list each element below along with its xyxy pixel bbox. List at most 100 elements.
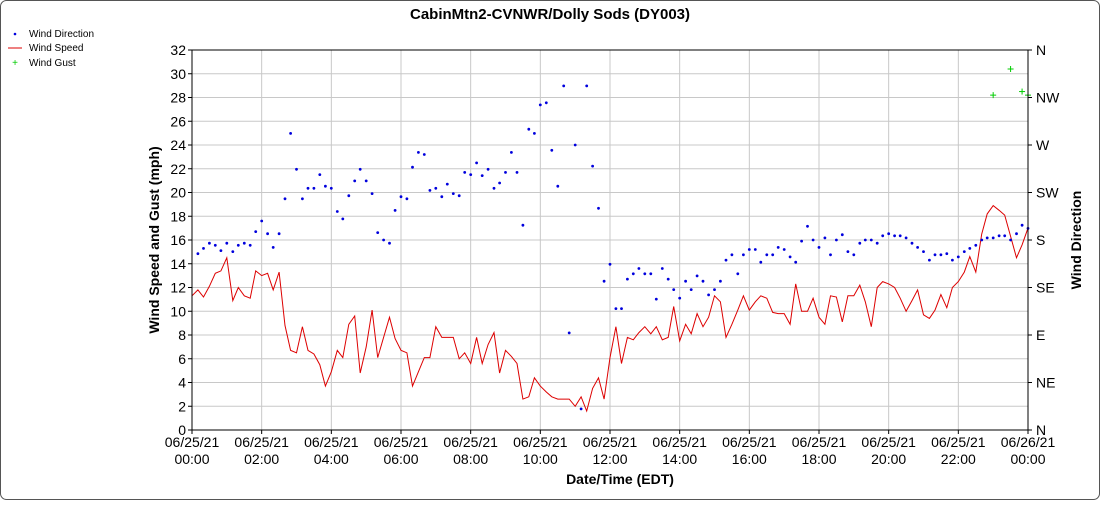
- wind-direction-point: [887, 232, 891, 236]
- wind-direction-point: [939, 253, 943, 257]
- y2-tick-label: E: [1036, 327, 1045, 343]
- wind-direction-point: [428, 189, 432, 192]
- wind-direction-point: [852, 253, 856, 257]
- y2-tick-label: SW: [1036, 185, 1059, 201]
- x-tick-time: 14:00: [662, 451, 697, 467]
- wind-direction-point: [219, 249, 223, 253]
- wind-direction-point: [585, 84, 589, 88]
- wind-direction-point: [556, 184, 560, 188]
- wind-direction-point: [695, 274, 699, 278]
- wind-direction-point: [457, 194, 461, 198]
- y-tick-label: 2: [178, 398, 186, 414]
- wind-direction-point: [544, 101, 548, 105]
- wind-direction-point: [1020, 223, 1024, 227]
- wind-direction-point: [968, 247, 972, 250]
- wind-direction-point: [800, 239, 803, 243]
- wind-direction-point: [730, 253, 734, 257]
- y-tick-label: 32: [170, 42, 186, 58]
- wind-direction-point: [916, 246, 919, 249]
- wind-gust-point: [990, 92, 997, 99]
- wind-direction-point: [997, 234, 1001, 238]
- wind-direction-point: [480, 174, 484, 178]
- legend-gust-label: Wind Gust: [29, 58, 76, 69]
- y2-tick-label: NE: [1036, 375, 1055, 391]
- wind-direction-point: [875, 241, 879, 245]
- y-tick-label: 6: [178, 351, 186, 367]
- wind-direction-point: [329, 186, 333, 190]
- wind-direction-point: [806, 224, 809, 228]
- wind-direction-point: [753, 248, 757, 251]
- wind-direction-point: [654, 297, 658, 301]
- wind-direction-point: [835, 238, 838, 242]
- wind-direction-point: [707, 293, 710, 297]
- wind-direction-point: [782, 248, 786, 251]
- wind-direction-point: [417, 151, 420, 154]
- wind-direction-point: [898, 234, 902, 238]
- wind-direction-point: [747, 248, 751, 251]
- wind-direction-point: [881, 234, 885, 238]
- legend-speed-label: Wind Speed: [29, 43, 83, 54]
- wind-direction-point: [597, 206, 600, 210]
- wind-direction-point: [591, 164, 594, 168]
- x-tick-time: 22:00: [941, 451, 976, 467]
- wind-direction-point: [422, 153, 426, 156]
- legend: Wind Direction Wind Speed + Wind Gust: [8, 29, 94, 69]
- wind-direction-point: [736, 272, 740, 276]
- wind-direction-point: [295, 167, 298, 171]
- wind-direction-point: [794, 260, 798, 264]
- x-tick-time: 12:00: [592, 451, 627, 467]
- wind-direction-point: [475, 161, 478, 165]
- wind-direction-point: [614, 307, 618, 310]
- wind-direction-point: [486, 167, 490, 171]
- wind-direction-point: [776, 246, 780, 249]
- y-tick-label: 12: [170, 280, 186, 296]
- x-tick-time: 02:00: [244, 451, 279, 467]
- wind-direction-point: [515, 171, 519, 174]
- y-tick-label: 20: [170, 185, 186, 201]
- series-layer: [191, 66, 1031, 413]
- y-tick-label: 28: [170, 90, 186, 106]
- x-axis-label: Date/Time (EDT): [566, 471, 674, 487]
- y-tick-label: 10: [170, 303, 186, 319]
- series-wind-speed-line: [191, 204, 1029, 413]
- wind-direction-point: [765, 253, 769, 257]
- wind-direction-point: [660, 267, 664, 270]
- wind-direction-point: [863, 238, 867, 242]
- x-tick-date: 06/25/21: [443, 434, 498, 450]
- wind-direction-point: [846, 250, 850, 254]
- wind-direction-point: [492, 186, 496, 190]
- wind-direction-point: [666, 277, 670, 281]
- wind-direction-point: [271, 246, 275, 249]
- wind-direction-point: [945, 252, 949, 256]
- wind-direction-point: [724, 258, 728, 262]
- x-tick-time: 04:00: [314, 451, 349, 467]
- y2-tick-label: N: [1036, 42, 1046, 58]
- wind-gust-point: [1007, 66, 1014, 72]
- wind-direction-point: [301, 197, 304, 201]
- wind-direction-point: [869, 238, 873, 242]
- wind-direction-point: [335, 210, 339, 213]
- wind-direction-point: [411, 165, 414, 169]
- x-tick-date: 06/25/21: [165, 434, 220, 450]
- wind-direction-point: [893, 234, 896, 238]
- wind-direction-point: [289, 132, 292, 135]
- wind-direction-point: [771, 253, 775, 257]
- wind-direction-point: [306, 186, 310, 190]
- x-tick-date: 06/25/21: [304, 434, 359, 450]
- wind-direction-point: [742, 253, 745, 257]
- wind-direction-point: [364, 179, 368, 183]
- wind-direction-point: [324, 184, 327, 188]
- wind-direction-point: [562, 84, 566, 88]
- wind-direction-point: [1003, 234, 1007, 238]
- wind-direction-point: [904, 236, 908, 240]
- wind-direction-point: [236, 243, 240, 247]
- wind-direction-point: [242, 241, 246, 245]
- y2-axis-label: Wind Direction: [1068, 191, 1084, 290]
- wind-direction-point: [817, 246, 821, 249]
- wind-direction-point: [358, 167, 362, 171]
- wind-direction-point: [840, 233, 844, 237]
- wind-direction-point: [463, 171, 467, 174]
- wind-direction-point: [823, 236, 827, 240]
